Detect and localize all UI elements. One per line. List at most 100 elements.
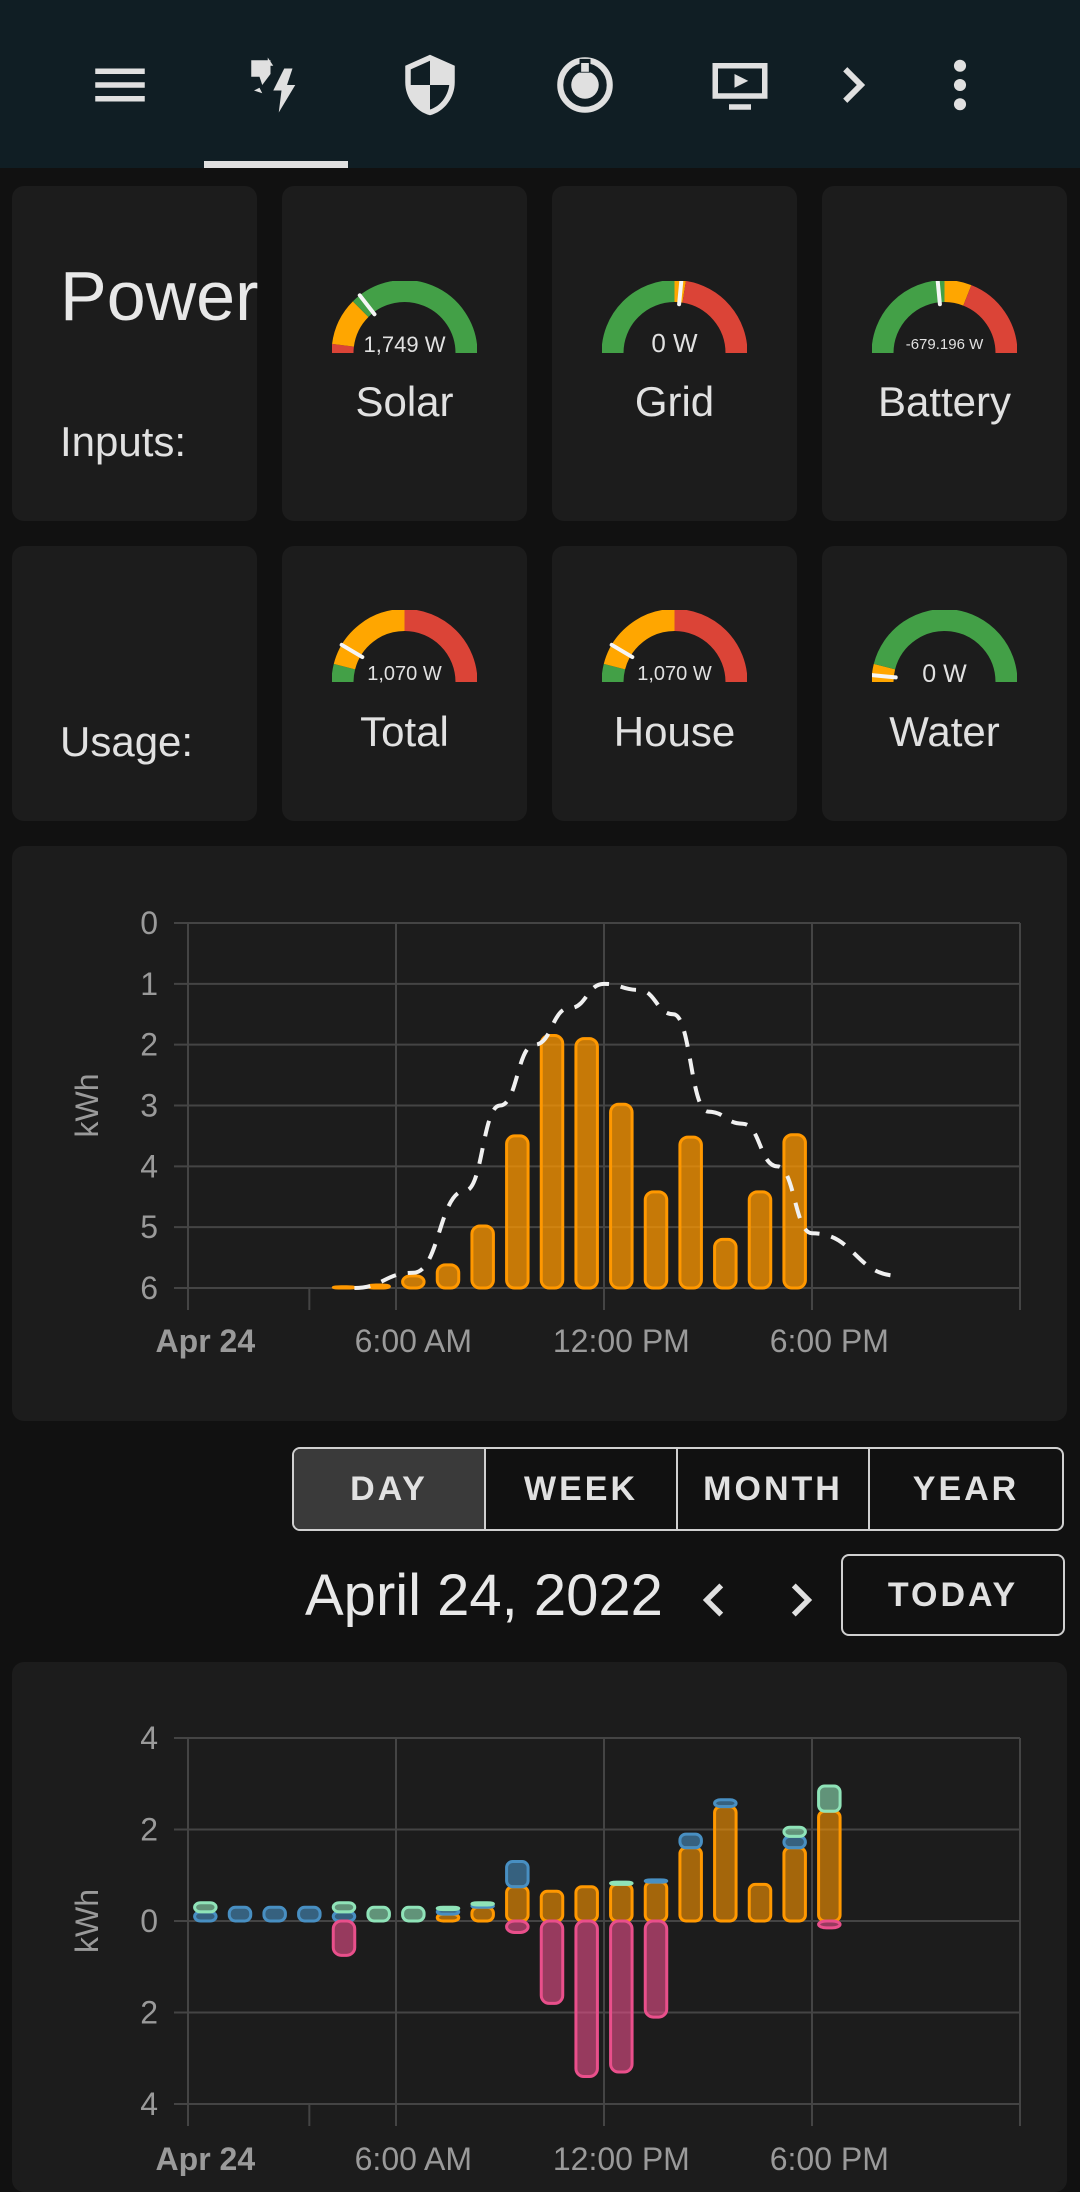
production-bar [437,1265,458,1288]
production-bar [472,1226,493,1288]
distribution-bar [784,1827,805,1836]
water-gauge-card[interactable]: 0 W Water [822,546,1067,821]
house-gauge-value: 1,070 W [552,663,797,686]
production-bar [333,1287,354,1288]
x-tick-label: 6:00 PM [770,1323,889,1359]
distribution-bar [576,1921,597,2077]
y-axis-label: kWh [69,1889,105,1953]
distribution-bar [680,1834,701,1848]
house-gauge-card[interactable]: 1,070 W House [552,546,797,821]
battery-gauge-card[interactable]: -679.196 W Battery [822,186,1067,521]
distribution-bar [784,1848,805,1921]
period-month-button[interactable]: MONTH [678,1449,870,1529]
production-bar [611,1104,632,1288]
distribution-bar [715,1800,736,1807]
distribution-bar [611,1882,632,1884]
period-selector: DAY WEEK MONTH YEAR [292,1447,1064,1531]
grid-gauge-card[interactable]: 0 W Grid [552,186,797,521]
production-bar [576,1039,597,1288]
distribution-bar [229,1907,250,1921]
y-tick-label: 4 [140,2086,158,2122]
distribution-bar [611,1921,632,2072]
power-usage-card: Usage: [12,546,257,821]
total-gauge-value: 1,070 W [282,663,527,686]
x-tick-label: 12:00 PM [553,1323,690,1359]
period-day-button[interactable]: DAY [294,1449,486,1529]
media-player-icon[interactable] [700,40,780,130]
robot-vacuum-icon[interactable] [545,40,625,130]
usage-label: Usage: [60,718,193,766]
grid-gauge-label: Grid [552,378,797,426]
y-tick-label: 4 [140,1148,158,1184]
solar-gauge-card[interactable]: 1,749 W Solar [282,186,527,521]
distribution-bar [264,1907,285,1921]
distribution-bar [784,1836,805,1847]
period-week-button[interactable]: WEEK [486,1449,678,1529]
total-gauge-label: Total [282,708,527,756]
distribution-bar [819,1811,840,1921]
next-date-icon[interactable] [775,1570,825,1630]
y-tick-label: 2 [140,1995,158,2031]
production-bar [368,1285,389,1288]
house-gauge-label: House [552,708,797,756]
distribution-bar [611,1884,632,1921]
distribution-bar [645,1921,666,2017]
power-title: Power [60,256,258,336]
period-year-button[interactable]: YEAR [870,1449,1062,1529]
gauge-segment-1 [945,291,968,295]
distribution-bar [333,1921,354,1955]
x-tick-label: Apr 24 [156,1323,256,1359]
distribution-bar [507,1921,528,1932]
production-bar [680,1137,701,1288]
distribution-bar [645,1882,666,1921]
distribution-bar [368,1907,389,1921]
date-title: April 24, 2022 [305,1562,663,1629]
distribution-bar [645,1880,666,1882]
active-tab-indicator [204,161,348,168]
distribution-bar [680,1848,701,1921]
distribution-bar [333,1903,354,1912]
inputs-label: Inputs: [60,418,186,466]
distribution-bar [715,1807,736,1921]
top-app-bar [0,0,1080,168]
x-tick-label: 6:00 AM [355,2141,472,2176]
x-tick-label: 6:00 PM [770,2141,889,2176]
gauge-segment-1 [614,620,674,667]
production-bar [784,1135,805,1288]
battery-gauge-value: -679.196 W [822,336,1067,353]
power-inputs-card: Power Inputs: [12,186,257,521]
solar-gauge-value: 1,749 W [282,332,527,358]
previous-date-icon[interactable] [690,1570,740,1630]
distribution-bar [749,1884,770,1921]
distribution-bar [819,1921,840,1928]
gauge-needle [938,281,940,304]
y-tick-label: 2 [140,1027,158,1063]
water-gauge-label: Water [822,708,1067,756]
distribution-bar [576,1887,597,1921]
y-tick-label: 5 [140,1209,158,1245]
chevron-right-icon[interactable] [812,40,892,130]
distribution-bar [403,1907,424,1921]
production-bar [507,1136,528,1288]
y-tick-label: 2 [140,1812,158,1848]
more-vertical-icon[interactable] [920,40,1000,130]
y-tick-label: 3 [140,1088,158,1124]
total-gauge-card[interactable]: 1,070 W Total [282,546,527,821]
water-gauge-value: 0 W [822,660,1067,689]
distribution-bar [507,1887,528,1921]
energy-icon[interactable] [236,40,316,130]
production-bar [403,1276,424,1288]
distribution-bar [819,1786,840,1811]
distribution-bar [195,1903,216,1912]
shield-icon[interactable] [390,40,470,130]
distribution-bar [437,1907,458,1909]
y-tick-label: 4 [140,1720,158,1756]
today-button[interactable]: TODAY [841,1554,1065,1636]
menu-icon[interactable] [80,40,160,130]
distribution-bar [299,1907,320,1921]
distribution-bar [507,1862,528,1887]
